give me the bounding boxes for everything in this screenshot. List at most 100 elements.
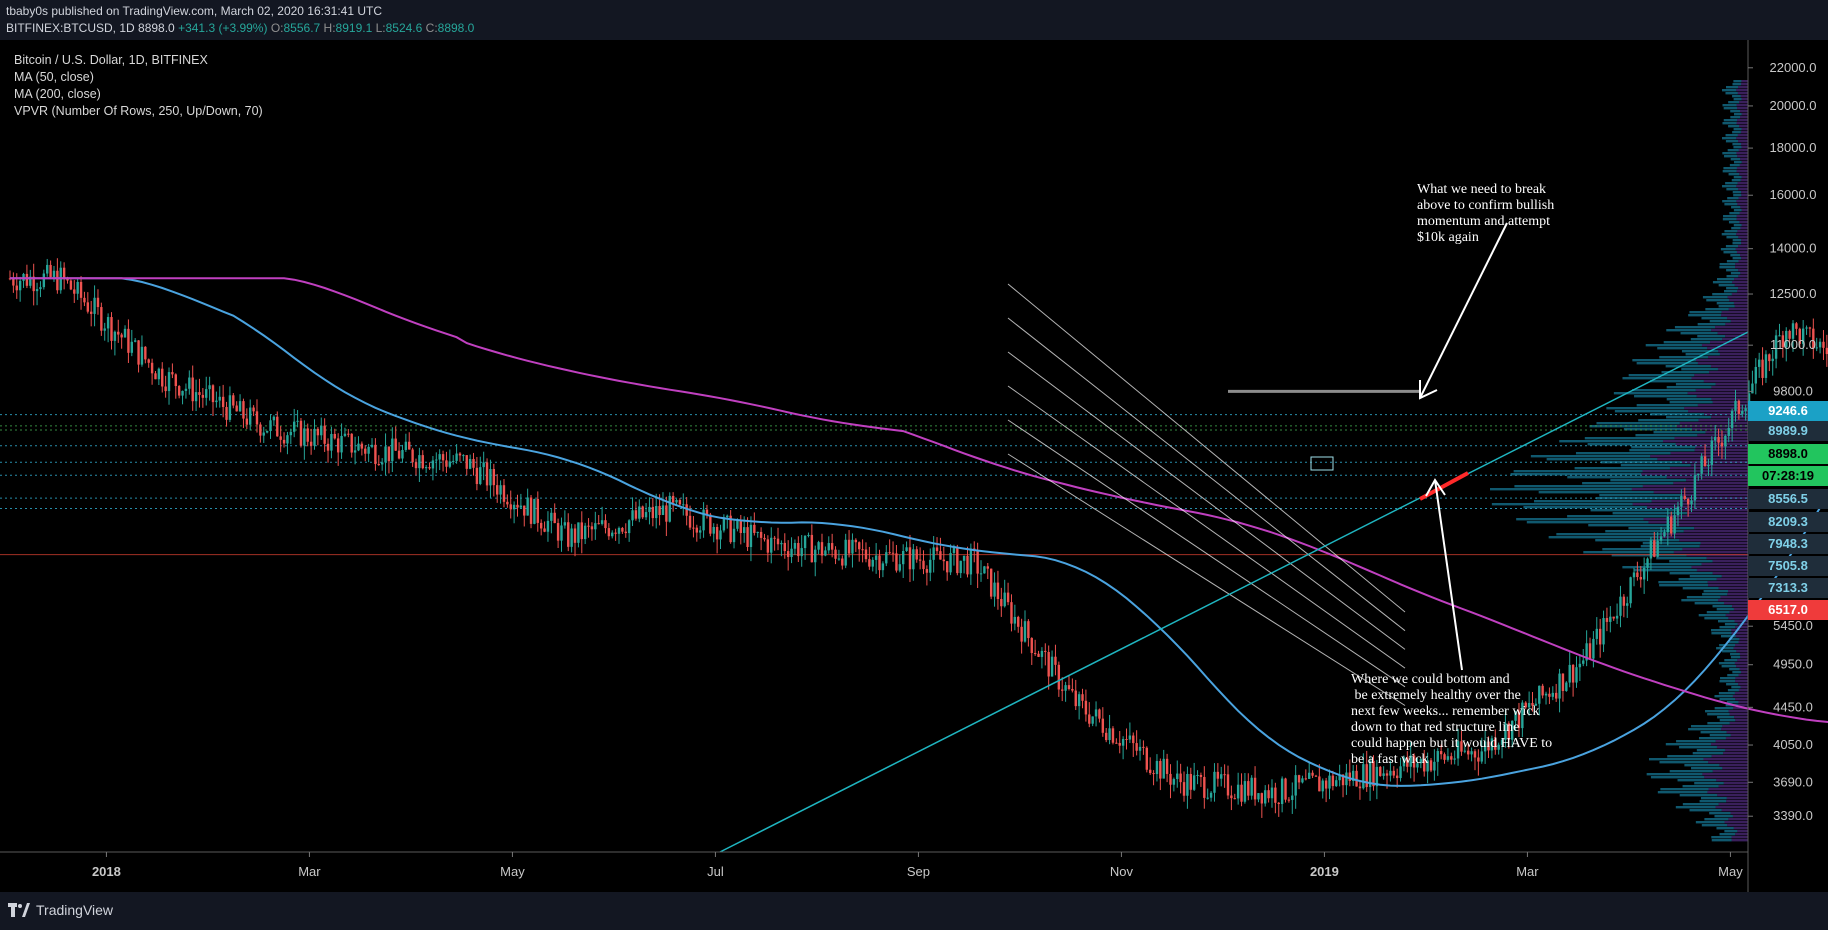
candle-body xyxy=(1209,792,1213,798)
vpvr-up-bar xyxy=(1726,269,1739,272)
vpvr-down-bar xyxy=(1735,719,1748,722)
vpvr-up-bar xyxy=(1526,521,1649,524)
vpvr-up-bar xyxy=(1689,311,1722,314)
candle-body xyxy=(1389,770,1392,776)
vpvr-up-bar xyxy=(1729,668,1740,671)
vpvr-up-bar xyxy=(1636,362,1698,365)
candle-body xyxy=(1101,718,1105,733)
candle-body xyxy=(1639,577,1642,580)
vpvr-up-bar xyxy=(1635,434,1698,437)
vpvr-up-bar xyxy=(1631,446,1696,449)
vpvr-up-bar xyxy=(1697,335,1726,338)
vpvr-down-bar xyxy=(1738,86,1748,89)
vpvr-up-bar xyxy=(1698,614,1726,617)
candle-body xyxy=(1558,673,1561,699)
candle-body xyxy=(925,569,929,573)
candle-body xyxy=(394,438,397,451)
candle-body xyxy=(421,455,424,469)
vpvr-up-bar xyxy=(1711,632,1732,635)
candle-body xyxy=(269,420,272,432)
vpvr-down-bar xyxy=(1735,626,1748,629)
tradingview-logo[interactable]: TradingView xyxy=(8,902,113,918)
candle-body xyxy=(39,287,42,290)
vpvr-down-bar xyxy=(1721,311,1748,314)
candle-body xyxy=(533,498,536,524)
vpvr-up-bar xyxy=(1724,230,1738,233)
vpvr-down-bar xyxy=(1736,665,1748,668)
vpvr-up-bar xyxy=(1719,698,1736,701)
candle-body xyxy=(1061,689,1064,691)
y-tick-label: 3390.0 xyxy=(1773,808,1813,823)
vpvr-up-bar xyxy=(1702,593,1728,596)
vpvr-up-bar xyxy=(1516,518,1644,521)
candle-body xyxy=(465,455,468,469)
vpvr-down-bar xyxy=(1711,755,1748,758)
vpvr-up-bar xyxy=(1718,662,1735,665)
candle-body xyxy=(827,543,830,551)
vpvr-down-bar xyxy=(1732,815,1748,818)
vpvr-down-bar xyxy=(1741,191,1748,194)
candle-body xyxy=(1565,682,1568,691)
candle-body xyxy=(181,390,184,396)
candle-body xyxy=(184,388,188,391)
candle-body xyxy=(1747,393,1751,409)
candle-body xyxy=(1751,383,1754,394)
x-tick-label: 2019 xyxy=(1310,864,1339,879)
vpvr-down-bar xyxy=(1736,152,1748,155)
vpvr-up-bar xyxy=(1727,674,1739,677)
candle-body xyxy=(1118,742,1121,746)
candle-body xyxy=(147,359,150,363)
vpvr-up-bar xyxy=(1726,287,1739,290)
vpvr-down-bar xyxy=(1736,215,1748,218)
vpvr-down-bar xyxy=(1736,137,1748,140)
y-tick-label: 11000.0 xyxy=(1770,337,1816,352)
price-chart[interactable]: 22000.0 20000.0 18000.0 16000.0 14000.0 12500… xyxy=(0,40,1828,892)
candle-body xyxy=(1439,751,1443,755)
vpvr-up-bar xyxy=(1605,530,1684,533)
vpvr-down-bar xyxy=(1740,158,1748,161)
candle-body xyxy=(384,446,387,463)
candle-body xyxy=(1659,536,1663,541)
candle-body xyxy=(868,559,871,567)
vpvr-up-bar xyxy=(1732,83,1742,86)
vpvr-up-bar xyxy=(1602,548,1683,551)
candle-body xyxy=(435,459,438,461)
candle-body xyxy=(759,531,763,538)
vpvr-up-bar xyxy=(1728,638,1740,641)
candle-body xyxy=(864,549,868,560)
vpvr-down-bar xyxy=(1716,578,1748,581)
candle-body xyxy=(1714,436,1717,441)
open-label: O: xyxy=(270,21,284,35)
vpvr-up-bar xyxy=(1546,458,1658,461)
vpvr-down-bar xyxy=(1670,452,1748,455)
vpvr-down-bar xyxy=(1646,506,1748,509)
candle-body xyxy=(661,505,665,516)
legend-ma50[interactable]: MA (50, close) xyxy=(14,70,94,84)
symbol-label[interactable]: BITFINEX:BTCUSD, 1D xyxy=(6,21,135,35)
legend-vpvr[interactable]: VPVR (Number Of Rows, 250, Up/Down, 70) xyxy=(14,104,263,118)
vpvr-up-bar xyxy=(1653,431,1706,434)
vpvr-down-bar xyxy=(1737,659,1748,662)
y-tick-label: 16000.0 xyxy=(1770,187,1817,202)
vpvr-up-bar xyxy=(1704,818,1729,821)
vpvr-up-bar xyxy=(1556,533,1662,536)
vpvr-down-bar xyxy=(1717,368,1748,371)
candle-body xyxy=(296,420,299,422)
vpvr-down-bar xyxy=(1723,602,1748,605)
channel-line xyxy=(1007,385,1406,669)
candle-body xyxy=(539,522,543,529)
vpvr-up-bar xyxy=(1638,419,1699,422)
candle-body xyxy=(242,401,245,419)
vpvr-down-bar xyxy=(1741,161,1748,164)
vpvr-up-bar xyxy=(1709,320,1731,323)
candle-body xyxy=(272,416,276,421)
vpvr-down-bar xyxy=(1737,704,1748,707)
vpvr-up-bar xyxy=(1730,272,1741,275)
vpvr-up-bar xyxy=(1656,557,1707,560)
candle-body xyxy=(228,395,232,420)
vpvr-up-bar xyxy=(1728,101,1740,104)
vpvr-down-bar xyxy=(1707,347,1748,350)
candle-body xyxy=(56,270,59,291)
legend-ma200[interactable]: MA (200, close) xyxy=(14,87,101,101)
vpvr-up-bar xyxy=(1722,185,1737,188)
